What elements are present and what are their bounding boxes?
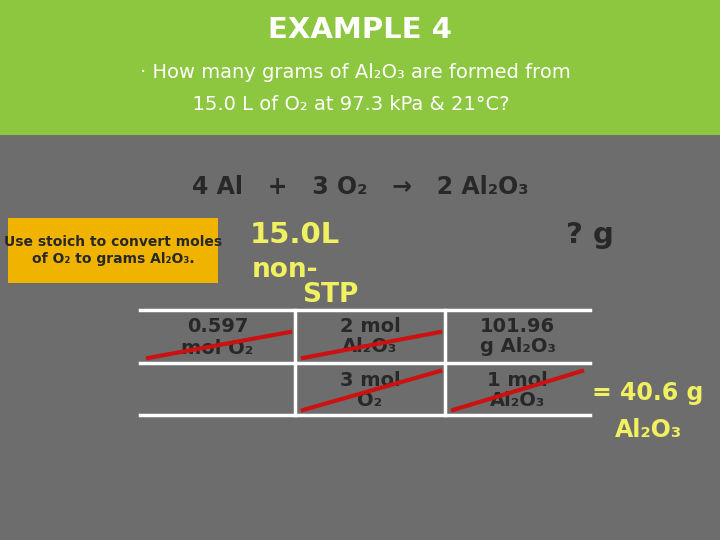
Text: mol O₂: mol O₂ bbox=[181, 339, 253, 357]
Text: Al₂O₃: Al₂O₃ bbox=[614, 418, 682, 442]
Text: EXAMPLE 4: EXAMPLE 4 bbox=[268, 16, 452, 44]
Text: 3 mol: 3 mol bbox=[340, 370, 400, 389]
Text: 1 mol: 1 mol bbox=[487, 370, 548, 389]
Text: ? g: ? g bbox=[566, 221, 614, 249]
Text: 2 mol: 2 mol bbox=[340, 318, 400, 336]
Text: = 40.6 g: = 40.6 g bbox=[593, 381, 703, 405]
Text: 0.597: 0.597 bbox=[186, 318, 248, 336]
Text: 4 Al   +   3 O₂   →   2 Al₂O₃: 4 Al + 3 O₂ → 2 Al₂O₃ bbox=[192, 175, 528, 199]
Text: Al₂O₃: Al₂O₃ bbox=[343, 338, 397, 356]
Text: non-: non- bbox=[252, 257, 318, 283]
Text: · How many grams of Al₂O₃ are formed from: · How many grams of Al₂O₃ are formed fro… bbox=[140, 63, 570, 82]
Text: Use stoich to convert moles
of O₂ to grams Al₂O₃.: Use stoich to convert moles of O₂ to gra… bbox=[4, 235, 222, 266]
Bar bbox=[0, 0, 720, 135]
Bar bbox=[8, 218, 218, 283]
Text: Al₂O₃: Al₂O₃ bbox=[490, 390, 545, 409]
Text: g Al₂O₃: g Al₂O₃ bbox=[480, 338, 555, 356]
Text: 15.0L: 15.0L bbox=[250, 221, 340, 249]
Text: 101.96: 101.96 bbox=[480, 318, 555, 336]
Text: STP: STP bbox=[302, 282, 358, 308]
Text: O₂: O₂ bbox=[357, 390, 382, 409]
Text: 15.0 L of O₂ at 97.3 kPa & 21°C?: 15.0 L of O₂ at 97.3 kPa & 21°C? bbox=[180, 96, 510, 114]
